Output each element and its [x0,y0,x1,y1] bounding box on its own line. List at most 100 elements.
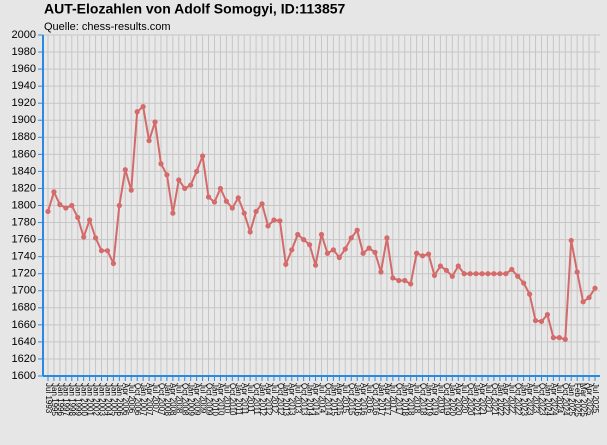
x-tick-label: Jan 2012 [258,383,267,416]
x-tick-label: Jan 2022 [496,383,505,416]
x-tick-label: Jul 2012 [270,383,279,414]
point [330,247,336,253]
x-tick-label: Jan 2016 [353,383,362,416]
point [479,271,485,277]
x-tick-label: Jul 2010 [222,383,231,414]
y-tick-label: 1880 [12,131,36,143]
point [259,201,265,207]
x-tick-label: Jan 2003 [97,383,106,416]
x-tick-label: Jul 2025 [591,383,600,414]
point [360,250,366,256]
point [384,235,390,241]
point [116,202,122,209]
x-tick-label: Apr 2016 [359,383,368,416]
point [372,249,378,255]
x-tick-label: Apr 2025 [585,383,594,416]
point [437,263,444,269]
x-tick-label: Apr 2022 [502,383,511,416]
point [318,231,325,238]
x-tick-label: Apr 2018 [407,383,416,416]
x-tick-label: Jan 2019 [424,383,433,416]
point [503,271,509,277]
x-tick-label: Oct 2012 [276,383,285,416]
x-tick-label: Oct 2013 [300,383,309,416]
point [526,291,533,297]
x-tick-label: Jan 2011 [234,383,243,416]
x-tick-label: Oct 2017 [395,383,404,416]
x-tick-label: Oct 2011 [252,383,261,415]
point [592,285,598,291]
point [324,250,331,256]
point [128,187,134,193]
point [164,172,170,178]
point [110,260,117,267]
point [63,205,69,211]
x-tick-label: Oct 2023 [537,383,546,416]
y-tick-label: 1740 [12,251,36,263]
point [81,234,87,240]
point [188,182,194,188]
point [509,266,515,273]
x-tick-label: Jan 1999 [74,383,83,416]
x-tick-label: Jul 2024 [555,383,564,414]
y-tick-label: 1800 [12,199,36,211]
y-tick-label: 1700 [12,285,36,297]
point [104,248,111,254]
point [586,294,592,301]
point [199,153,206,159]
y-tick-label: 2000 [12,29,36,41]
point [241,210,247,216]
x-tick-label: Jan 2002 [91,383,100,416]
x-tick-label: Apr 2014 [311,383,320,416]
point [396,277,402,284]
x-tick-label: Jan 2004 [103,383,112,416]
x-tick-label: Oct 2014 [323,383,332,416]
x-tick-label: Oct 2018 [418,383,427,416]
point [467,271,473,277]
x-tick-label: Jul 2021 [484,383,493,414]
x-tick-label: Jul 2014 [317,383,326,414]
point [152,119,158,125]
y-tick-label: 1820 [12,182,36,194]
point [146,138,152,144]
point [98,248,105,254]
point [87,217,93,223]
point [283,261,289,267]
point [562,336,568,342]
point [580,299,586,305]
x-tick-label: Oct 2021 [490,383,499,416]
point [158,161,164,167]
point [217,185,224,192]
point [170,210,176,216]
point [336,254,342,261]
point [449,273,455,279]
point [497,271,503,277]
point [461,271,467,277]
point [419,253,426,259]
point [378,269,384,275]
x-tick-label: Apr 2012 [264,383,273,416]
x-tick-label: Jan 2000 [80,383,89,416]
point [45,208,51,215]
x-tick-label: Jul 2015 [341,383,350,414]
x-tick-label: Jan 1998 [68,383,77,416]
x-tick-label: Apr 2015 [335,383,344,416]
point [277,218,283,224]
x-tick-label: Apr 2007 [145,383,154,416]
point [431,272,438,279]
point [348,235,354,241]
x-tick-label: Jan 2021 [472,383,481,416]
point [289,247,295,253]
x-tick-label: Apr 2009 [193,383,202,416]
x-tick-label: Jan 2007 [139,383,148,416]
x-tick-label: Oct 2020 [466,383,475,416]
x-tick-label: Oct 2016 [371,383,380,416]
x-tick-label: Oct 2019 [442,383,451,416]
point [223,198,229,204]
x-tick-label: Jul 2008 [175,383,184,414]
y-tick-label: 1620 [12,353,36,365]
x-tick-label: Apr 2006 [121,383,130,416]
point [307,242,313,248]
x-tick-label: Mar 2025 [579,383,588,417]
y-tick-label: 1980 [12,46,36,58]
